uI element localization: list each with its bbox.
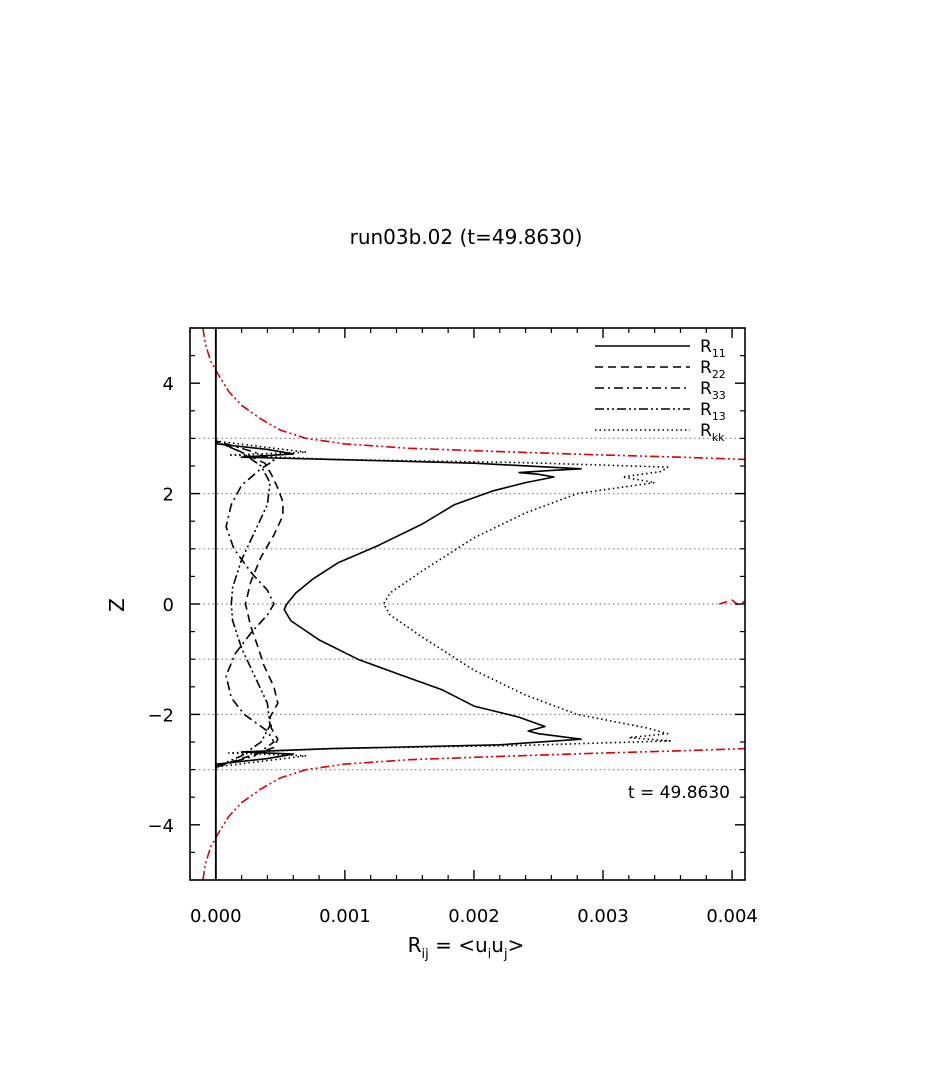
y-tick-label: −4 bbox=[147, 816, 174, 837]
series-line-red-right-blip bbox=[718, 599, 745, 606]
x-tick-label: 0.000 bbox=[190, 906, 242, 927]
series-line-red-lower bbox=[202, 747, 745, 880]
legend-item-r33: R33 bbox=[595, 379, 726, 402]
legend-label: R11 bbox=[700, 337, 726, 360]
chart-title: run03b.02 (t=49.8630) bbox=[350, 225, 583, 249]
series-group bbox=[202, 328, 745, 880]
x-axis-label: Rij = <uiuj> bbox=[408, 933, 525, 962]
legend-label: R13 bbox=[700, 400, 726, 423]
y-tick-label: 4 bbox=[163, 374, 174, 395]
series-line-red-upper bbox=[202, 328, 745, 461]
legend-label: R22 bbox=[700, 358, 726, 381]
series-line-r33 bbox=[216, 440, 275, 768]
x-label-sub-j: j bbox=[503, 947, 508, 962]
legend-label: Rkk bbox=[700, 421, 725, 444]
y-tick-label: 0 bbox=[163, 595, 174, 616]
legend-item-r13: R13 bbox=[595, 400, 726, 423]
x-label-rest: = <u bbox=[429, 933, 488, 957]
series-line-r13 bbox=[215, 440, 271, 768]
x-label-mid: u bbox=[491, 933, 504, 957]
time-annotation: t = 49.8630 bbox=[628, 783, 730, 803]
series-line-r22 bbox=[216, 440, 284, 768]
legend-item-rkk: Rkk bbox=[595, 421, 725, 444]
y-tick-label: 2 bbox=[163, 485, 174, 506]
x-tick-label: 0.002 bbox=[448, 906, 500, 927]
x-tick-label: 0.003 bbox=[577, 906, 629, 927]
legend-label: R33 bbox=[700, 379, 726, 402]
x-label-sub: ij bbox=[422, 947, 429, 962]
tick-labels: 0.000 0.001 0.002 0.003 0.004 −4 −2 0 2 4 bbox=[147, 374, 757, 927]
y-axis-label: Z bbox=[105, 598, 129, 612]
legend-item-r11: R11 bbox=[595, 337, 726, 360]
legend-item-r22: R22 bbox=[595, 358, 726, 381]
x-tick-label: 0.004 bbox=[706, 906, 758, 927]
x-label-end: > bbox=[508, 933, 525, 957]
x-label-base: R bbox=[408, 933, 422, 957]
y-tick-label: −2 bbox=[147, 705, 174, 726]
axes bbox=[189, 327, 746, 881]
x-label-sub-i: i bbox=[488, 947, 492, 962]
x-tick-label: 0.001 bbox=[319, 906, 371, 927]
